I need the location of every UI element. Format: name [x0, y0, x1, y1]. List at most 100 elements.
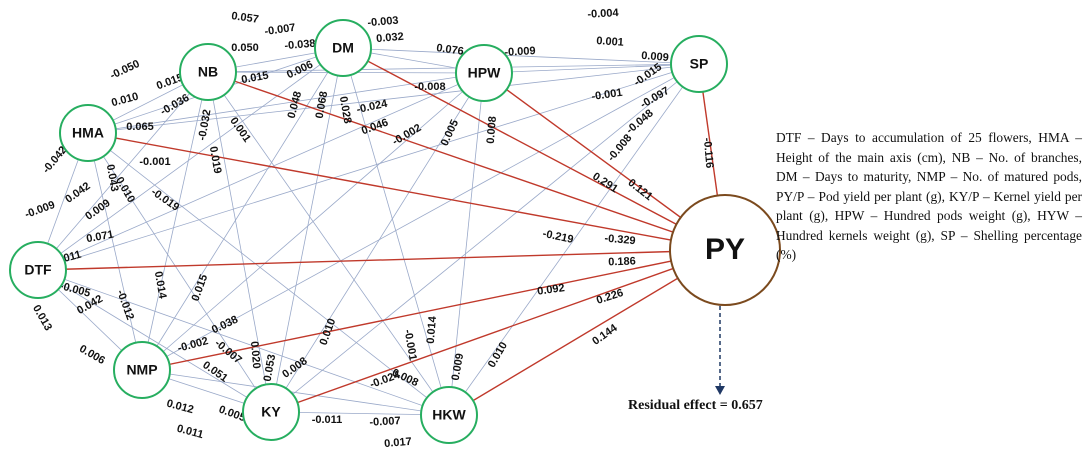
node — [242, 383, 300, 441]
indirect-effect-label: -0.007 — [264, 22, 297, 38]
indirect-effect-label: 0.048 — [286, 90, 305, 120]
direct-path — [270, 249, 726, 413]
node-label: DTF — [24, 262, 52, 278]
indirect-effect-label: 0.006 — [77, 343, 107, 367]
indirect-effect-label: -0.004 — [587, 7, 620, 21]
indirect-path — [270, 411, 450, 416]
indirect-effect-label: -0.001 — [139, 156, 170, 168]
indirect-effect-label: 0.008 — [280, 355, 309, 381]
indirect-effect-label: 0.010 — [110, 91, 140, 110]
indirect-effect-label: 0.046 — [360, 117, 390, 138]
node — [670, 35, 728, 93]
indirect-path — [37, 71, 209, 271]
indirect-effect-label: 0.011 — [175, 423, 204, 442]
indirect-path — [207, 71, 272, 413]
indirect-effect-label: 0.014 — [425, 315, 439, 344]
node — [179, 43, 237, 101]
indirect-effect-label: -0.097 — [638, 85, 671, 111]
direct-path — [37, 249, 726, 271]
node-label: HKW — [432, 407, 466, 423]
direct-effect-label: 0.291 — [590, 170, 620, 195]
direct-effect-label: 0.226 — [595, 287, 625, 307]
indirect-effect-label: 0.014 — [152, 270, 169, 300]
indirect-effect-label: -0.024 — [368, 369, 402, 391]
indirect-effect-label: 0.043 — [104, 163, 121, 192]
indirect-path — [87, 132, 272, 413]
indirect-effect-label: -0.012 — [114, 288, 136, 321]
indirect-effect-label: 0.015 — [190, 273, 211, 303]
direct-effect-label: 0.144 — [590, 322, 620, 348]
node-label: HMA — [72, 125, 104, 141]
indirect-effect-label: 0.013 — [30, 303, 54, 333]
indirect-path — [270, 72, 485, 413]
node — [455, 44, 513, 102]
indirect-path — [87, 63, 700, 134]
indirect-path — [207, 63, 700, 73]
indirect-path — [87, 132, 143, 371]
indirect-effect-label: -0.011 — [312, 414, 343, 426]
indirect-path — [141, 71, 209, 371]
indirect-effect-label: -0.002 — [176, 335, 209, 355]
indirect-path — [37, 269, 272, 413]
node-label: NMP — [126, 362, 157, 378]
indirect-effect-label: -0.008 — [414, 81, 445, 93]
indirect-effect-label: -0.003 — [367, 15, 399, 30]
indirect-effect-label: 0.032 — [376, 31, 404, 45]
indirect-effect-label: 0.042 — [63, 180, 92, 206]
node — [669, 194, 781, 306]
indirect-path — [270, 63, 700, 413]
node — [314, 19, 372, 77]
indirect-effect-label: 0.019 — [207, 145, 224, 174]
indirect-effect-label: 0.076 — [436, 42, 465, 58]
indirect-path — [342, 47, 450, 416]
direct-effect-label: -0.219 — [542, 228, 575, 246]
residual-effect: Residual effect = 0.657 — [628, 398, 763, 413]
indirect-path — [37, 72, 485, 271]
indirect-path — [483, 63, 700, 74]
direct-effect-label: -0.116 — [701, 137, 716, 169]
indirect-effect-label: 0.071 — [85, 229, 114, 246]
indirect-effect-label: 0.053 — [262, 353, 279, 382]
indirect-path — [141, 63, 700, 371]
node-label: SP — [690, 56, 709, 72]
indirect-effect-label: -0.009 — [504, 45, 536, 59]
direct-path — [141, 249, 726, 371]
indirect-effect-label: -0.032 — [196, 109, 213, 142]
indirect-effect-label: -0.001 — [591, 87, 624, 103]
node-label: NB — [198, 64, 218, 80]
indirect-effect-label: -0.001 — [401, 329, 418, 362]
direct-effect-label: 0.186 — [608, 255, 636, 268]
direct-effect-label: 0.092 — [537, 282, 566, 298]
indirect-effect-label: -0.019 — [149, 186, 181, 214]
indirect-path — [448, 63, 700, 416]
node — [59, 104, 117, 162]
legend: DTF – Days to accumulation of 25 flowers… — [776, 130, 1082, 262]
indirect-effect-label: 0.008 — [485, 116, 499, 144]
indirect-effect-label: 0.050 — [231, 42, 259, 54]
indirect-path — [87, 132, 450, 416]
node — [420, 386, 478, 444]
indirect-effect-label: 0.028 — [337, 95, 354, 124]
indirect-effect-label: 0.020 — [248, 341, 262, 369]
direct-path — [342, 47, 726, 251]
indirect-path — [87, 72, 485, 134]
indirect-effect-label: 0.017 — [384, 436, 412, 450]
direct-path — [87, 132, 726, 251]
indirect-path — [37, 47, 344, 271]
indirect-path — [141, 369, 450, 416]
indirect-effect-label: 0.010 — [486, 340, 510, 370]
indirect-effect-label: 0.065 — [126, 121, 154, 133]
indirect-effect-label: -0.036 — [158, 92, 191, 118]
indirect-effect-label: 0.068 — [314, 90, 331, 119]
indirect-effect-label: 0.012 — [165, 398, 195, 417]
indirect-path — [141, 47, 344, 371]
indirect-effect-label: 0.009 — [450, 352, 467, 381]
indirect-effect-label: 0.005 — [439, 118, 462, 148]
arrow-head — [715, 386, 725, 395]
indirect-effect-label: -0.038 — [284, 38, 316, 53]
node-label: DM — [332, 40, 354, 56]
indirect-effect-label: -0.007 — [212, 337, 244, 366]
direct-path — [207, 71, 726, 251]
